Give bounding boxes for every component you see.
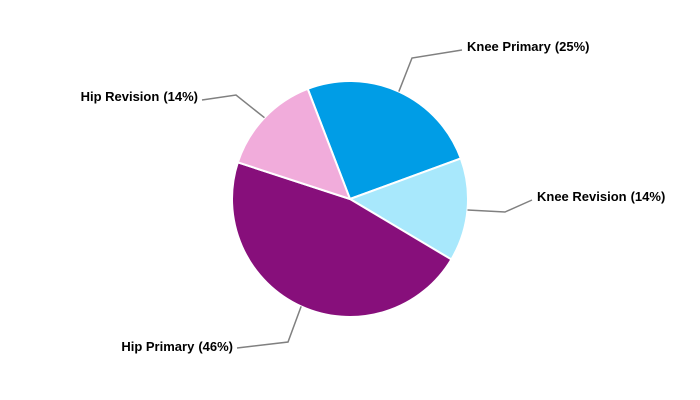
category-name: Hip Primary [121, 339, 195, 354]
value-label: (46%) [198, 339, 233, 354]
slice-label: Knee Revision (14%) [537, 189, 665, 204]
slice-label: Knee Primary (25%) [467, 39, 590, 54]
slice-label: Hip Revision (14%) [81, 89, 198, 104]
leader-line [467, 199, 533, 213]
pie-slice [306, 80, 463, 201]
value-label: (14%) [163, 89, 198, 104]
category-name: Hip Revision [81, 89, 160, 104]
leader-line [236, 306, 302, 349]
category-name: Knee Revision [537, 189, 627, 204]
leader-line [398, 49, 463, 92]
value-label: (25%) [555, 39, 590, 54]
leader-line [201, 94, 265, 119]
slice-label: Hip Primary (46%) [121, 339, 233, 354]
category-name: Knee Primary [467, 39, 552, 54]
value-label: (14%) [631, 189, 666, 204]
pie-slice [231, 161, 453, 318]
